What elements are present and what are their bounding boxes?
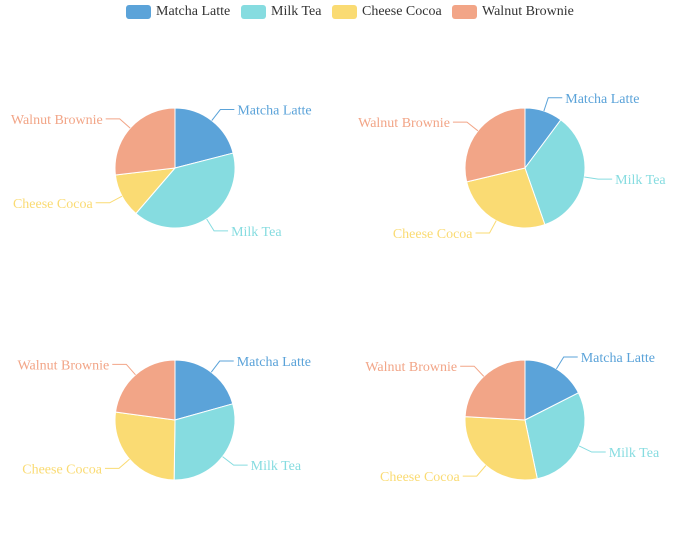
pie-chart-1: Matcha Latte Milk Tea Cheese Cocoa Walnut B… — [11, 104, 312, 240]
label-line-milk-tea — [222, 456, 248, 466]
label-line-cheese-cocoa — [95, 195, 123, 204]
pie-slice-cheese-cocoa[interactable] — [114, 411, 176, 481]
pie-chart-3: Matcha Latte Milk Tea Cheese Cocoa Walnut B… — [17, 355, 311, 481]
legend-swatch-walnut-brownie — [452, 5, 477, 19]
label-line-matcha-latte — [211, 109, 235, 121]
slice-label-cheese-cocoa: Cheese Cocoa — [393, 227, 473, 242]
pie-chart-4: Matcha Latte Milk Tea Cheese Cocoa Walnut B… — [365, 351, 660, 485]
chart-legend: Matcha Latte Milk Tea Cheese Cocoa Walnu… — [0, 0, 700, 24]
slice-label-cheese-cocoa: Cheese Cocoa — [380, 470, 460, 485]
label-line-milk-tea — [206, 218, 229, 232]
label-line-milk-tea — [584, 176, 613, 180]
legend-label-cheese-cocoa: Cheese Cocoa — [362, 4, 442, 19]
label-line-cheese-cocoa — [462, 465, 487, 477]
label-line-walnut-brownie — [112, 363, 136, 376]
slice-label-walnut-brownie: Walnut Brownie — [17, 358, 109, 373]
legend-item-matcha-latte[interactable]: Matcha Latte — [126, 4, 230, 20]
pie-slice-walnut-brownie[interactable] — [114, 359, 176, 421]
slice-label-walnut-brownie: Walnut Brownie — [358, 116, 450, 131]
label-line-walnut-brownie — [105, 118, 131, 129]
pie-slice-cheese-cocoa[interactable] — [464, 416, 538, 481]
slice-label-milk-tea: Milk Tea — [609, 446, 660, 461]
legend-swatch-milk-tea — [241, 5, 266, 19]
pie-slice-matcha-latte[interactable] — [174, 359, 234, 421]
slice-label-matcha-latte: Matcha Latte — [237, 104, 311, 119]
label-line-matcha-latte — [543, 97, 563, 112]
pie-chart-2: Matcha Latte Milk Tea Cheese Cocoa Walnut B… — [358, 92, 666, 242]
label-line-cheese-cocoa — [104, 458, 130, 469]
legend-label-milk-tea: Milk Tea — [271, 4, 322, 19]
label-line-matcha-latte — [210, 360, 234, 373]
slice-label-matcha-latte: Matcha Latte — [581, 351, 655, 366]
pie-slice-milk-tea[interactable] — [524, 392, 586, 480]
legend-swatch-cheese-cocoa — [332, 5, 357, 19]
label-line-cheese-cocoa — [475, 220, 497, 234]
slice-label-milk-tea: Milk Tea — [251, 459, 302, 474]
slice-label-cheese-cocoa: Cheese Cocoa — [22, 462, 102, 477]
pie-slice-walnut-brownie[interactable] — [114, 107, 176, 176]
label-line-matcha-latte — [555, 356, 578, 370]
slice-label-matcha-latte: Matcha Latte — [237, 355, 311, 370]
slice-label-cheese-cocoa: Cheese Cocoa — [13, 197, 93, 212]
legend-swatch-matcha-latte — [126, 5, 151, 19]
legend-item-walnut-brownie[interactable]: Walnut Brownie — [452, 4, 574, 20]
legend-label-walnut-brownie: Walnut Brownie — [482, 4, 574, 19]
legend-item-cheese-cocoa[interactable]: Cheese Cocoa — [332, 4, 442, 20]
slice-label-milk-tea: Milk Tea — [615, 173, 666, 188]
pie-slice-walnut-brownie[interactable] — [464, 359, 526, 421]
pie-slice-matcha-latte[interactable] — [524, 359, 580, 421]
slice-label-walnut-brownie: Walnut Brownie — [365, 360, 457, 375]
pie-slice-milk-tea[interactable] — [135, 152, 236, 229]
slice-label-walnut-brownie: Walnut Brownie — [11, 113, 103, 128]
slice-label-matcha-latte: Matcha Latte — [565, 92, 639, 107]
pie-slice-matcha-latte[interactable] — [174, 107, 234, 169]
pie-slice-walnut-brownie[interactable] — [464, 107, 526, 183]
slice-label-milk-tea: Milk Tea — [231, 225, 282, 240]
legend-label-matcha-latte: Matcha Latte — [156, 4, 231, 19]
legend-item-milk-tea[interactable]: Milk Tea — [241, 4, 321, 20]
pie-slice-cheese-cocoa[interactable] — [466, 167, 546, 229]
pie-slice-milk-tea[interactable] — [524, 119, 586, 226]
label-line-milk-tea — [578, 445, 606, 453]
label-line-walnut-brownie — [460, 365, 485, 377]
label-line-walnut-brownie — [452, 121, 479, 132]
